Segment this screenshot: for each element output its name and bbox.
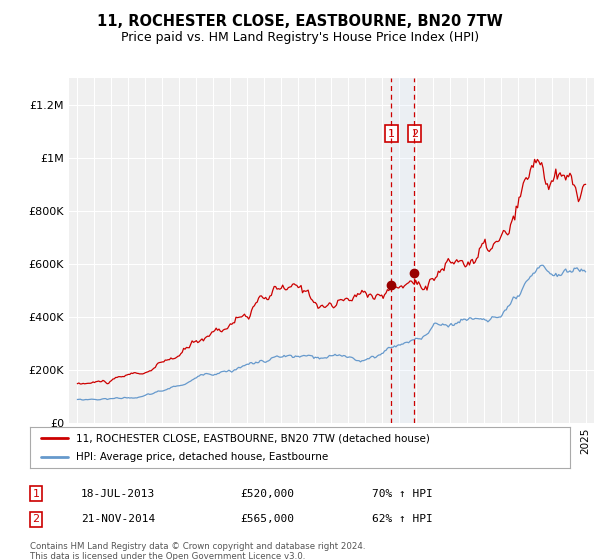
Text: 2: 2 <box>32 514 40 524</box>
Text: HPI: Average price, detached house, Eastbourne: HPI: Average price, detached house, East… <box>76 452 328 461</box>
Text: 2: 2 <box>411 128 418 138</box>
Text: 11, ROCHESTER CLOSE, EASTBOURNE, BN20 7TW (detached house): 11, ROCHESTER CLOSE, EASTBOURNE, BN20 7T… <box>76 433 430 443</box>
Text: 11, ROCHESTER CLOSE, EASTBOURNE, BN20 7TW: 11, ROCHESTER CLOSE, EASTBOURNE, BN20 7T… <box>97 14 503 29</box>
Text: £520,000: £520,000 <box>240 489 294 499</box>
Text: 1: 1 <box>388 128 395 138</box>
Text: 1: 1 <box>32 489 40 499</box>
Bar <box>391 78 415 423</box>
Text: 62% ↑ HPI: 62% ↑ HPI <box>372 514 433 524</box>
Text: Contains HM Land Registry data © Crown copyright and database right 2024.
This d: Contains HM Land Registry data © Crown c… <box>30 542 365 560</box>
Text: 21-NOV-2014: 21-NOV-2014 <box>81 514 155 524</box>
Text: Price paid vs. HM Land Registry's House Price Index (HPI): Price paid vs. HM Land Registry's House … <box>121 31 479 44</box>
Text: £565,000: £565,000 <box>240 514 294 524</box>
Text: 18-JUL-2013: 18-JUL-2013 <box>81 489 155 499</box>
Text: 70% ↑ HPI: 70% ↑ HPI <box>372 489 433 499</box>
